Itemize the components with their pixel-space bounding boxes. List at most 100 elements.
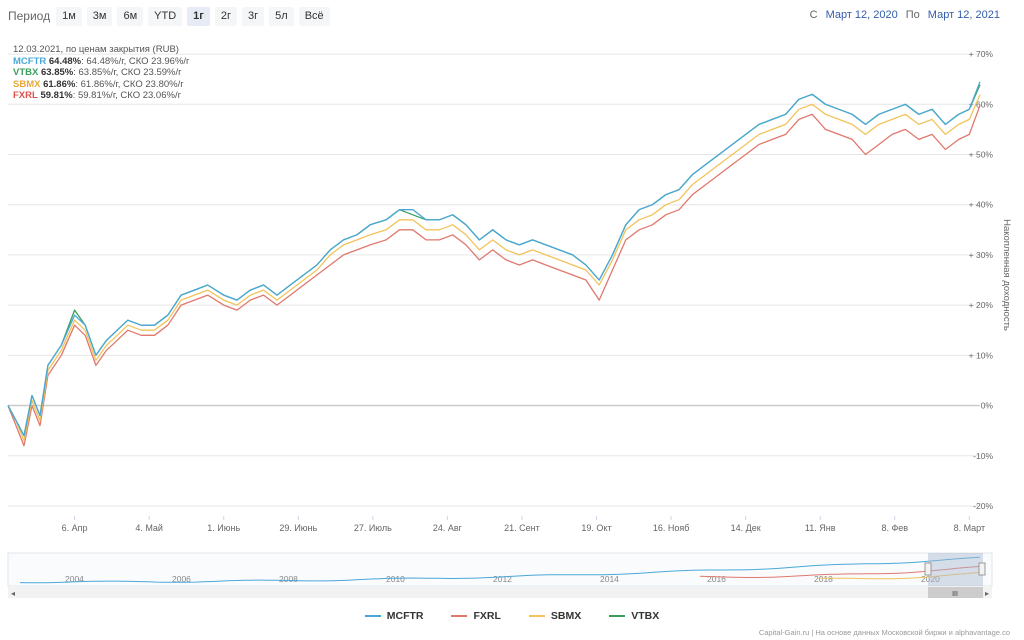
period-button-1y[interactable]: 1г <box>187 6 210 26</box>
series-line-mcftr <box>7 81 981 437</box>
tooltip-pct: 63.85% <box>40 67 74 79</box>
legend-label: VTBX <box>631 610 660 622</box>
navigator-x-label: 2006 <box>172 574 191 584</box>
tooltip-detail: : 59.81%/г, СКО 23.06%/г <box>72 90 182 102</box>
date-from-input[interactable]: Март 12, 2020 <box>825 9 898 21</box>
credits: Capital-Gain.ru | На основе данных Моско… <box>758 628 1010 637</box>
legend-label: FXRL <box>473 610 501 622</box>
tooltip-legend: 12.03.2021, по ценам закрытия (RUB) MCFT… <box>13 44 190 102</box>
navigator-x-label: 2008 <box>279 574 298 584</box>
x-tick-label: 29. Июнь <box>279 523 317 533</box>
tooltip-detail: : 64.48%/г, СКО 23.96%/г <box>81 55 190 67</box>
period-button-all[interactable]: Всё <box>298 6 330 26</box>
tooltip-row-vtbx: VTBX 63.85%: 63.85%/г, СКО 23.59%/г <box>13 67 190 79</box>
scrollbar-grip: III <box>952 591 958 598</box>
y-tick-label: 0% <box>981 401 994 411</box>
y-tick-label: + 40% <box>969 200 994 210</box>
period-button-6m[interactable]: 6м <box>117 6 144 26</box>
navigator-handle-right <box>978 562 986 576</box>
legend-label: SBMX <box>550 610 582 622</box>
tooltip-pct: 64.48% <box>48 55 82 67</box>
x-tick-label: 8. Март <box>954 523 986 533</box>
y-tick-label: + 10% <box>969 350 994 360</box>
navigator-x-label: 2010 <box>386 574 405 584</box>
x-tick-label: 21. Сент <box>504 523 540 533</box>
navigator-x-label: 2012 <box>493 574 512 584</box>
legend-item-vtbx[interactable]: VTBX <box>609 610 659 622</box>
x-tick-label: 4. Май <box>135 523 163 533</box>
navigator: 2004 2006 2008 2010 2012 2014 2016 2018 2020 III ◂… <box>7 552 993 598</box>
legend-item-fxrl[interactable]: FXRL <box>451 610 501 622</box>
date-from-label: С <box>809 9 818 21</box>
date-range: С Март 12, 2020 По Март 12, 2021 <box>810 9 1000 21</box>
navigator-x-label: 2004 <box>65 574 84 584</box>
series-line-sbmx <box>7 94 981 442</box>
tooltip-ticker: SBMX <box>13 78 41 90</box>
x-tick-label: 27. Июль <box>354 523 392 533</box>
navigator-line-fxrl <box>699 565 981 578</box>
legend-item-mcftr[interactable]: MCFTR <box>364 610 424 622</box>
period-button-5y[interactable]: 5л <box>269 6 294 26</box>
x-tick-label: 24. Авг <box>433 523 463 533</box>
period-label: Период <box>8 9 51 23</box>
x-tick-label: 16. Нояб <box>653 523 690 533</box>
period-button-3m[interactable]: 3м <box>86 6 113 26</box>
x-tick-label: 14. Дек <box>731 523 761 533</box>
navigator-x-label: 2020 <box>921 574 940 584</box>
tooltip-ticker: FXRL <box>13 90 38 102</box>
period-button-ytd[interactable]: YTD <box>148 6 183 26</box>
y-tick-label: + 50% <box>969 150 994 160</box>
period-button-1m[interactable]: 1м <box>56 6 82 26</box>
x-tick-label: 6. Апр <box>62 523 88 533</box>
y-tick-label: + 60% <box>969 99 994 109</box>
y-tick-label: + 30% <box>969 250 994 260</box>
x-tick-label: 19. Окт <box>581 523 611 533</box>
navigator-x-label: 2018 <box>814 574 833 584</box>
legend-swatch <box>451 615 468 617</box>
y-tick-label: -10% <box>973 451 993 461</box>
period-toolbar: Период 1м 3м 6м YTD 1г 2г 3г 5л Всё <box>8 6 335 26</box>
scrollbar-track <box>8 587 992 598</box>
scrollbar-thumb <box>928 587 983 598</box>
legend-swatch <box>364 615 381 617</box>
x-tick-label: 1. Июнь <box>207 523 240 533</box>
y-tick-label: -20% <box>973 501 993 511</box>
y-tick-label: + 20% <box>969 300 994 310</box>
tooltip-ticker: VTBX <box>13 67 39 79</box>
y-tick-label: + 70% <box>969 49 994 59</box>
navigator-line-mcftr <box>19 556 981 584</box>
tooltip-row-sbmx: SBMX 61.86%: 61.86%/г, СКО 23.80%/г <box>13 79 190 91</box>
tooltip-row-mcftr: MCFTR 64.48%: 64.48%/г, СКО 23.96%/г <box>13 56 190 68</box>
navigator-selection <box>928 553 983 586</box>
scroll-left-arrow-icon: ◂ <box>11 589 15 598</box>
navigator-line-sbmx <box>819 571 981 580</box>
legend-item-sbmx[interactable]: SBMX <box>528 610 582 622</box>
navigator-background <box>7 552 993 587</box>
navigator-handle-left <box>924 562 932 576</box>
tooltip-detail: : 63.85%/г, СКО 23.59%/г <box>73 67 182 79</box>
tooltip-pct: 59.81% <box>40 90 73 102</box>
tooltip-detail: : 61.86%/г, СКО 23.80%/г <box>75 78 184 90</box>
series-line-vtbx <box>7 84 981 437</box>
tooltip-row-fxrl: FXRL 59.81%: 59.81%/г, СКО 23.06%/г <box>13 90 190 102</box>
tooltip-pct: 61.86% <box>43 78 76 90</box>
legend-swatch <box>609 615 626 617</box>
series-line-fxrl <box>7 105 981 447</box>
scroll-right-arrow-icon: ▸ <box>985 589 989 598</box>
tooltip-header: 12.03.2021, по ценам закрытия (RUB) <box>13 44 179 55</box>
date-to-input[interactable]: Март 12, 2021 <box>927 9 1000 21</box>
navigator-x-label: 2014 <box>600 574 619 584</box>
tooltip-ticker: MCFTR <box>13 55 47 67</box>
period-button-2y[interactable]: 2г <box>214 6 237 26</box>
legend-swatch <box>528 615 545 617</box>
date-to-label: По <box>905 9 920 21</box>
x-tick-label: 8. Фев <box>881 523 908 533</box>
chart-legend: MCFTR FXRL SBMX VTBX <box>0 610 1024 622</box>
navigator-x-label: 2016 <box>707 574 726 584</box>
legend-label: MCFTR <box>386 610 424 622</box>
x-tick-label: 11. Янв <box>805 523 836 533</box>
y-axis-title: Накопленная доходность <box>1001 219 1012 331</box>
period-button-3y[interactable]: 3г <box>242 6 265 26</box>
